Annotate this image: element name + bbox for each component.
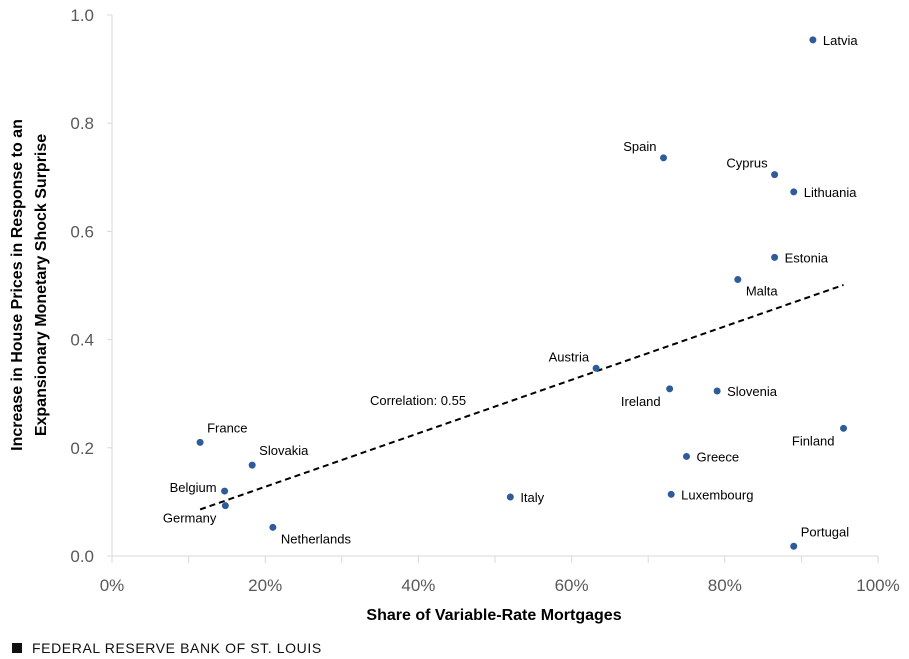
footer-square-icon <box>12 643 22 653</box>
footer: FEDERAL RESERVE BANK OF ST. LOUIS <box>12 640 322 656</box>
data-point <box>790 188 798 196</box>
point-label: Cyprus <box>726 156 768 171</box>
x-tick-label: 20% <box>248 576 282 595</box>
point-label: Ireland <box>621 394 661 409</box>
point-label: Estonia <box>785 250 829 265</box>
point-label: Lithuania <box>804 185 858 200</box>
y-tick-label: 0.0 <box>70 547 94 566</box>
data-point <box>221 502 229 510</box>
points-group <box>196 36 848 550</box>
data-point <box>660 154 668 162</box>
y-tick-label: 0.4 <box>70 331 94 350</box>
point-label: Austria <box>549 349 590 364</box>
footer-source: FEDERAL RESERVE BANK OF ST. LOUIS <box>32 640 322 656</box>
data-point <box>506 493 514 501</box>
point-label: Belgium <box>170 480 217 495</box>
data-point <box>248 461 256 469</box>
data-point <box>196 438 204 446</box>
data-point <box>667 490 675 498</box>
point-label: Slovenia <box>727 384 778 399</box>
trendline <box>199 284 844 511</box>
x-tick-label: 0% <box>100 576 125 595</box>
point-label: Slovakia <box>259 443 309 458</box>
data-point <box>221 487 229 495</box>
point-label: Latvia <box>823 33 858 48</box>
data-point <box>734 276 742 284</box>
y-tick-label: 0.6 <box>70 222 94 241</box>
point-label: Luxembourg <box>681 487 753 502</box>
data-point <box>269 523 277 531</box>
data-point <box>809 36 817 44</box>
y-tick-label: 0.8 <box>70 114 94 133</box>
axes: 0.0 0.2 0.4 0.6 0.8 1.0 0% 20% 40% 60% 80% 100% <box>70 6 899 595</box>
data-point <box>771 171 779 179</box>
point-label: France <box>207 420 247 435</box>
data-point <box>666 385 674 393</box>
point-label: Germany <box>163 511 217 526</box>
x-tick-label: 80% <box>708 576 742 595</box>
point-label: Malta <box>746 284 779 299</box>
point-label: Finland <box>792 433 835 448</box>
point-label: Netherlands <box>281 531 352 546</box>
data-point <box>592 364 600 372</box>
x-tick-label: 60% <box>555 576 589 595</box>
point-label: Spain <box>623 139 656 154</box>
y-axis-title-line-1: Increase in House Prices in Response to … <box>9 119 26 451</box>
trendline-group <box>199 284 844 511</box>
point-labels-group: Latvia Spain Cyprus Lithuania Estonia Malta Au… <box>163 33 858 546</box>
correlation-annotation: Correlation: 0.55 <box>370 393 466 408</box>
x-tick-label: 100% <box>856 576 899 595</box>
data-point <box>683 452 690 460</box>
data-point <box>771 253 779 261</box>
y-tick-label: 1.0 <box>70 6 94 25</box>
y-tick-label: 0.2 <box>70 439 94 458</box>
y-axis-title-line-2: Expansionary Monetary Shock Surprise <box>33 134 50 436</box>
point-label: Italy <box>520 490 544 505</box>
point-label: Portugal <box>801 524 850 539</box>
point-label: Greece <box>697 449 740 464</box>
x-axis-title: Share of Variable-Rate Mortgages <box>366 607 621 624</box>
data-point <box>840 424 848 432</box>
data-point <box>790 542 798 550</box>
scatter-chart: 0.0 0.2 0.4 0.6 0.8 1.0 0% 20% 40% 60% 80% 100% Lat… <box>9 6 900 624</box>
y-axis-title: Increase in House Prices in Response to … <box>9 119 50 451</box>
data-point <box>713 387 721 395</box>
x-tick-label: 40% <box>401 576 435 595</box>
